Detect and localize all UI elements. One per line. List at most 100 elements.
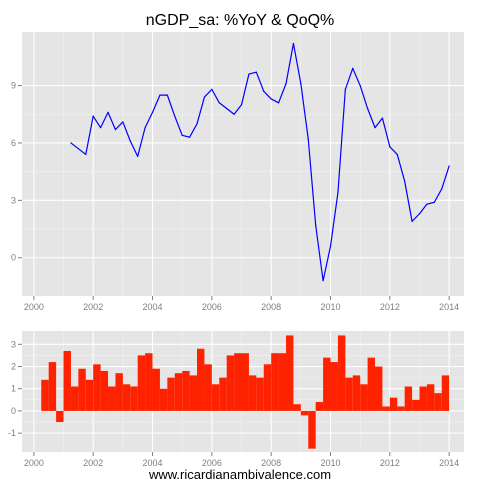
yoy-data-point: [448, 165, 450, 167]
yoy-data-point: [381, 117, 384, 119]
qoq-xtick-label: 2002: [83, 458, 103, 468]
qoq-bar: [93, 364, 101, 411]
footer-url: www.ricardianambivalence.com: [148, 467, 332, 482]
yoy-data-point: [389, 146, 391, 148]
yoy-data-point: [374, 127, 376, 129]
yoy-ytick-label: 9: [11, 81, 16, 91]
yoy-data-point: [396, 153, 398, 156]
qoq-bar: [56, 410, 64, 423]
yoy-xtick-label: 2010: [320, 302, 340, 312]
yoy-data-point: [218, 102, 220, 104]
qoq-bar: [360, 384, 368, 411]
qoq-ytick-label: -1: [8, 428, 16, 438]
qoq-xtick-label: 2006: [202, 458, 222, 468]
yoy-data-point: [107, 111, 109, 113]
yoy-data-point: [329, 245, 332, 247]
qoq-bar: [189, 375, 198, 411]
qoq-ytick-label: 2: [11, 362, 16, 372]
yoy-data-point: [411, 220, 413, 222]
yoy-data-point: [174, 115, 176, 117]
yoy-data-point: [233, 113, 235, 115]
qoq-bar: [389, 397, 398, 411]
yoy-data-point: [359, 84, 361, 87]
qoq-bar: [115, 373, 123, 411]
qoq-bar: [48, 362, 57, 411]
yoy-data-point: [433, 201, 435, 203]
yoy-data-point: [114, 128, 117, 131]
yoy-data-point: [441, 188, 443, 190]
qoq-bar: [211, 384, 220, 411]
qoq-ytick-label: 1: [11, 384, 16, 394]
qoq-bar: [248, 375, 257, 411]
qoq-bar: [293, 404, 301, 411]
qoq-bar: [234, 353, 242, 411]
qoq-bar: [226, 355, 235, 411]
yoy-xtick-label: 2002: [83, 302, 103, 312]
yoy-data-point: [122, 121, 124, 123]
qoq-bar: [219, 377, 227, 411]
yoy-data-point: [418, 213, 421, 215]
qoq-bar: [404, 386, 413, 411]
yoy-data-point: [226, 107, 228, 110]
qoq-bar: [375, 366, 383, 411]
yoy-data-point: [344, 88, 346, 90]
qoq-bar: [256, 377, 264, 411]
qoq-bar: [108, 386, 116, 411]
qoq-bar: [300, 410, 309, 416]
yoy-data-point: [92, 115, 94, 117]
yoy-xtick-label: 2006: [202, 302, 222, 312]
yoy-data-point: [292, 42, 295, 45]
qoq-bar: [78, 368, 86, 411]
qoq-bar: [182, 370, 190, 411]
yoy-data-point: [300, 83, 302, 85]
qoq-bar: [434, 393, 442, 411]
qoq-ytick-label: 0: [11, 406, 16, 416]
yoy-data-point: [270, 98, 272, 100]
yoy-data-point: [151, 111, 154, 113]
qoq-bar: [145, 353, 153, 411]
yoy-data-point: [196, 123, 198, 125]
yoy-data-point: [189, 136, 191, 138]
yoy-xtick-label: 2008: [261, 302, 281, 312]
qoq-bar: [122, 384, 131, 411]
yoy-data-point: [277, 102, 280, 104]
yoy-data-point: [137, 155, 139, 157]
qoq-bar: [367, 357, 376, 411]
qoq-bar: [441, 375, 450, 411]
yoy-data-point: [322, 280, 324, 282]
qoq-ytick-label: 3: [11, 339, 16, 349]
qoq-bar: [352, 375, 361, 411]
yoy-panel: 2000 2002 2004 2006 2008 2010 2012 2014 0 3 6 9: [11, 32, 464, 312]
chart-title: nGDP_sa: %YoY & QoQ%: [145, 12, 335, 29]
qoq-bar: [337, 335, 346, 411]
qoq-bar: [278, 353, 287, 411]
qoq-bar: [419, 386, 427, 411]
yoy-data-point: [144, 127, 146, 129]
yoy-data-point: [307, 138, 309, 140]
qoq-bar: [63, 350, 71, 411]
qoq-xtick-label: 2012: [380, 458, 400, 468]
yoy-xtick-label: 2004: [143, 302, 163, 312]
yoy-data-point: [203, 96, 206, 98]
yoy-data-point: [181, 134, 183, 136]
yoy-data-point: [352, 67, 354, 69]
qoq-bar: [286, 335, 294, 411]
qoq-xtick-label: 2008: [261, 458, 281, 468]
yoy-data-point: [85, 153, 87, 156]
qoq-bar: [397, 406, 405, 411]
qoq-bar: [159, 388, 168, 411]
qoq-bar: [241, 353, 249, 411]
yoy-data-point: [255, 71, 257, 73]
yoy-xtick-label: 2000: [24, 302, 44, 312]
qoq-xtick-label: 2000: [24, 458, 44, 468]
qoq-bar: [70, 386, 79, 411]
qoq-bar: [263, 364, 272, 411]
yoy-data-point: [366, 107, 369, 110]
qoq-bar: [412, 399, 420, 411]
qoq-bar: [315, 402, 324, 411]
yoy-data-point: [263, 90, 265, 92]
yoy-ytick-label: 6: [11, 138, 16, 148]
qoq-xtick-label: 2014: [439, 458, 459, 468]
